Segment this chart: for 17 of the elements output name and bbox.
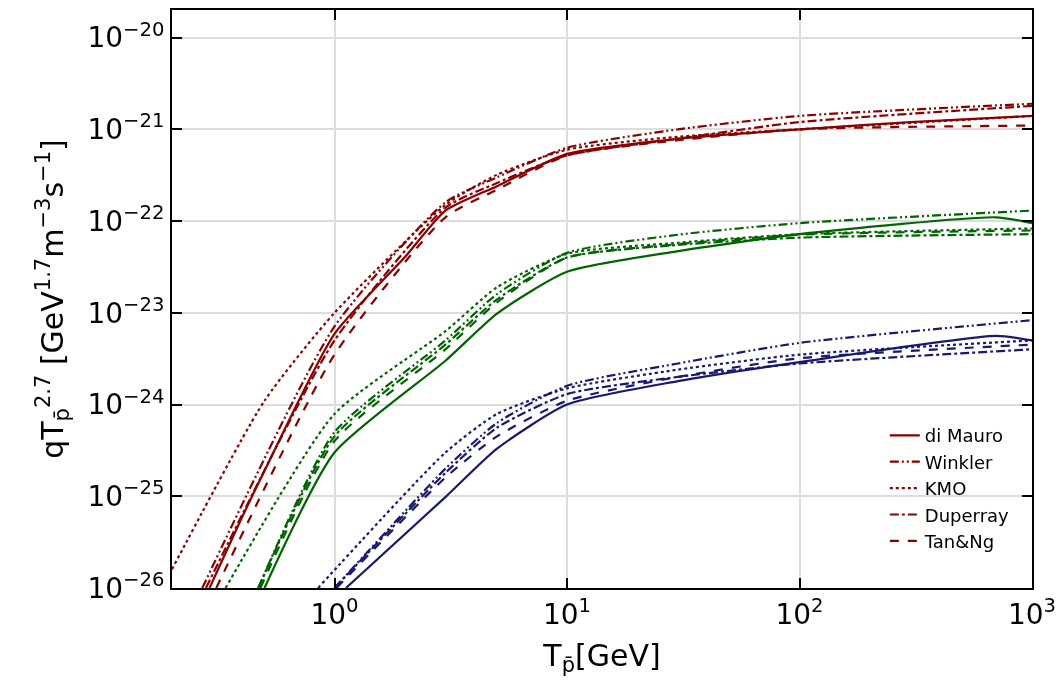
y-tick-label: 10$^{−25}$: [87, 476, 165, 514]
legend-label: KMO: [924, 478, 967, 500]
y-tick-label: 10$^{−23}$: [87, 292, 165, 330]
legend-label: Winkler: [924, 451, 994, 473]
x-tick-label: 10$^{3}$: [1007, 593, 1057, 631]
x-axis-title: T$_{p̄}$[GeV]: [542, 637, 661, 677]
legend-label: Duperray: [924, 504, 1010, 526]
y-tick-label: 10$^{−24}$: [87, 384, 165, 422]
x-tick-label: 10$^{1}$: [542, 593, 592, 631]
x-tick-label: 10$^{2}$: [775, 593, 824, 631]
legend-label: Tan&Ng: [923, 530, 995, 552]
y-tick-label: 10$^{−20}$: [87, 17, 165, 55]
x-tick-label: 10$^{0}$: [310, 593, 359, 631]
legend-label: di Mauro: [924, 425, 1003, 447]
y-tick-label: 10$^{−21}$: [87, 109, 165, 147]
y-tick-label: 10$^{−26}$: [87, 568, 165, 605]
y-tick-label: 10$^{−22}$: [87, 201, 165, 238]
